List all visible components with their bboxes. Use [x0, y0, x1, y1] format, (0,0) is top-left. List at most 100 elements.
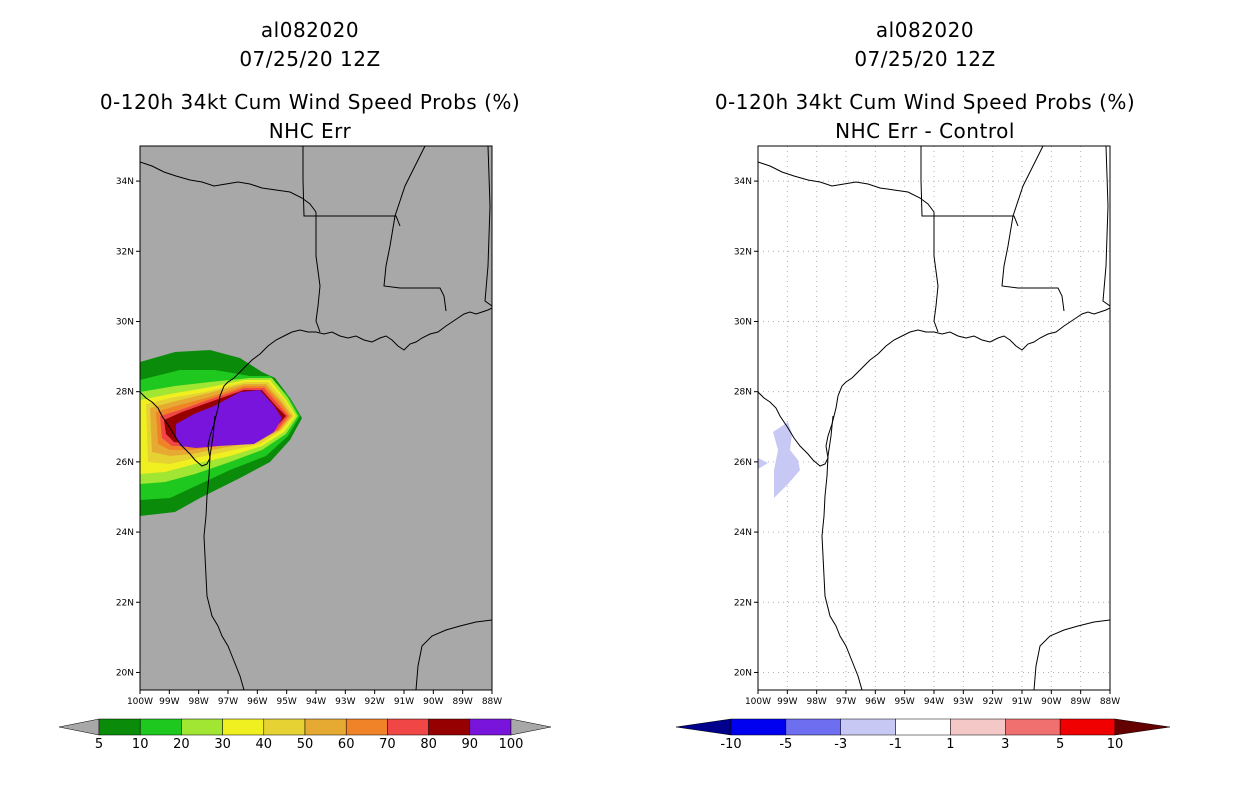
colorbar-label: 5: [1056, 737, 1064, 752]
lon-tick-label: 92W: [364, 697, 384, 707]
lon-tick-label: 98W: [188, 697, 208, 707]
contour-neg3-edge: [758, 458, 768, 469]
colorbar-swatch: [222, 718, 265, 736]
lon-tick-label: 90W: [1041, 697, 1061, 707]
right-panel-title: al082020 07/25/20 12Z 0-120h 34kt Cum Wi…: [675, 16, 1175, 146]
colorbar-label: 30: [214, 737, 231, 752]
lon-tick-label: 96W: [247, 697, 267, 707]
lat-tick-label: 20N: [734, 668, 752, 678]
colorbar-label: 10: [1107, 737, 1124, 752]
lat-tick-label: 26N: [734, 458, 752, 468]
left-panel-title: al082020 07/25/20 12Z 0-120h 34kt Cum Wi…: [60, 16, 560, 146]
right-colorbar: -10 -5 -3 -1 1 3 5 10: [675, 718, 1171, 752]
colorbar-swatch: [181, 718, 223, 736]
colorbar-label: 20: [173, 737, 190, 752]
lon-tick-label: 90W: [423, 697, 443, 707]
lon-tick-label: 93W: [335, 697, 355, 707]
lon-tick-label: 89W: [1070, 697, 1090, 707]
left-storm-id: al082020: [260, 18, 360, 42]
lon-tick-label: 96W: [865, 697, 885, 707]
right-storm-id: al082020: [875, 18, 975, 42]
lon-tick-label: 93W: [953, 697, 973, 707]
colorbar-label: 50: [297, 737, 314, 752]
colorbar-label: 10: [132, 737, 149, 752]
lon-tick-label: 100W: [745, 697, 771, 707]
lon-tick-label: 91W: [394, 697, 414, 707]
left-map: [139, 145, 493, 691]
colorbar-label: 1: [946, 737, 954, 752]
left-probability-contours: [140, 350, 302, 516]
colorbar-label: -10: [720, 737, 741, 752]
right-difference-contours: [758, 422, 800, 498]
colorbar-label: 90: [462, 737, 479, 752]
colorbar-swatch: [840, 718, 896, 736]
colorbar-swatch: [469, 718, 512, 736]
right-axis-labels: 34N 32N 30N 28N 26N 24N 22N 20N 100W 99W 98W 97W 96W…: [734, 177, 1120, 707]
colorbar-label: 3: [1001, 737, 1009, 752]
right-subtitle: NHC Err - Control: [835, 119, 1015, 143]
lat-tick-label: 22N: [116, 598, 134, 608]
lat-tick-label: 30N: [116, 317, 134, 327]
colorbar-label: 60: [338, 737, 355, 752]
lat-tick-label: 26N: [116, 458, 134, 468]
lon-tick-label: 98W: [806, 697, 826, 707]
lon-tick-label: 91W: [1012, 697, 1032, 707]
colorbar-swatch: [263, 718, 306, 736]
colorbar-swatch: [387, 718, 429, 736]
lon-tick-label: 95W: [894, 697, 914, 707]
right-product: 0-120h 34kt Cum Wind Speed Probs (%): [714, 90, 1136, 114]
colorbar-under-arrow: [675, 718, 732, 736]
colorbar-swatch: [950, 718, 1006, 736]
colorbar-swatch: [345, 718, 388, 736]
left-axis-labels: 34N 32N 30N 28N 26N 24N 22N 20N 100W 99W 98W 97W 96W…: [116, 177, 502, 707]
lon-tick-label: 88W: [482, 697, 502, 707]
lon-tick-label: 89W: [452, 697, 472, 707]
left-subtitle: NHC Err: [268, 119, 352, 143]
colorbar-label: -3: [834, 737, 847, 752]
colorbar-label: 70: [379, 737, 396, 752]
colorbar-label: 100: [499, 737, 524, 752]
colorbar-swatch: [428, 718, 471, 736]
colorbar-label: -5: [779, 737, 792, 752]
lat-tick-label: 28N: [734, 388, 752, 398]
colorbar-label: 5: [95, 737, 103, 752]
colorbar-label: 40: [256, 737, 273, 752]
lat-tick-label: 24N: [116, 528, 134, 538]
right-map: [757, 145, 1111, 691]
colorbar-swatch: [1005, 718, 1061, 736]
colorbar-swatch: [1059, 718, 1116, 736]
colorbar-over-arrow: [1114, 718, 1171, 736]
lon-tick-label: 92W: [982, 697, 1002, 707]
lat-tick-label: 28N: [116, 388, 134, 398]
lon-tick-label: 100W: [127, 697, 153, 707]
lat-tick-label: 20N: [116, 668, 134, 678]
left-colorbar: 5 10 20 30 40 50 60 70 80 90 100: [58, 718, 552, 752]
colorbar-label: -1: [889, 737, 902, 752]
colorbar-swatch: [785, 718, 841, 736]
colorbar-swatch: [139, 718, 182, 736]
left-datetime: 07/25/20 12Z: [239, 47, 381, 71]
lon-tick-label: 94W: [306, 697, 326, 707]
lon-tick-label: 88W: [1100, 697, 1120, 707]
lat-tick-label: 24N: [734, 528, 752, 538]
lat-tick-label: 32N: [116, 247, 134, 257]
colorbar-swatch: [895, 718, 951, 736]
colorbar-swatch: [98, 718, 141, 736]
lon-tick-label: 94W: [924, 697, 944, 707]
colorbar-label: 80: [420, 737, 437, 752]
lon-tick-label: 99W: [777, 697, 797, 707]
colorbar-under-arrow: [58, 718, 100, 736]
lat-tick-label: 22N: [734, 598, 752, 608]
lat-tick-label: 30N: [734, 317, 752, 327]
contour-neg3: [773, 422, 800, 498]
lat-tick-label: 32N: [734, 247, 752, 257]
lon-tick-label: 95W: [276, 697, 296, 707]
contour-90: [176, 390, 282, 448]
left-product: 0-120h 34kt Cum Wind Speed Probs (%): [99, 90, 521, 114]
colorbar-swatch: [730, 718, 787, 736]
lon-tick-label: 97W: [836, 697, 856, 707]
colorbar-swatch: [304, 718, 347, 736]
lat-tick-label: 34N: [734, 177, 752, 187]
lon-tick-label: 97W: [218, 697, 238, 707]
